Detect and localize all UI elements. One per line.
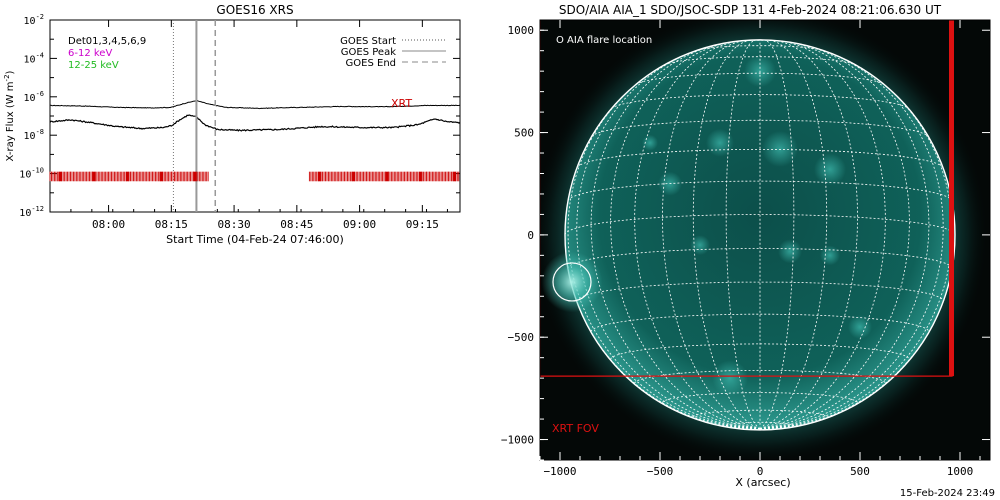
bright-region — [712, 360, 748, 397]
goes-x-axis-label: Start Time (04-Feb-24 07:46:00) — [166, 233, 344, 246]
goes-y-tick-label: 10-10 — [19, 167, 44, 181]
bright-region — [814, 153, 846, 186]
longitude-line — [662, 40, 761, 430]
goes-x-tick-label: 08:30 — [218, 218, 251, 231]
longitude-line — [610, 41, 761, 430]
goes-x-axis: 08:00 08:15 08:30 08:45 09:00 09:15 — [49, 20, 448, 231]
longitude-line — [634, 40, 761, 430]
aia-y-tick-label: −500 — [508, 331, 535, 344]
flare-location-marker — [552, 262, 592, 302]
bright-region — [820, 245, 840, 266]
goes-y-tick-label: 10-6 — [24, 90, 44, 104]
footer-timestamp: 15-Feb-2024 23:49 — [900, 488, 995, 499]
goes-y-tick-label: 10-8 — [24, 128, 44, 142]
goes-y-tick-label: 10-12 — [19, 205, 44, 219]
goes-x-tick-label: 08:00 — [92, 218, 125, 231]
goes-y-tick-label: 10-4 — [24, 51, 44, 65]
bright-region — [642, 134, 658, 151]
xrt-fov-right-edge — [949, 20, 954, 377]
aia-image-title: SDO/AIA AIA_1 SDO/JSOC-SDP 131 4-Feb-202… — [559, 3, 942, 17]
xrt-label: XRT — [391, 97, 412, 110]
longitude-line — [759, 41, 910, 430]
goes-x-tick-label: 08:45 — [280, 218, 313, 231]
latitude-line — [576, 149, 944, 168]
aia-y-tick-label: −1000 — [501, 434, 534, 447]
goes-series-layer — [49, 100, 461, 132]
solar-limb — [564, 39, 956, 431]
aia-x-tick-label: 0 — [757, 465, 764, 478]
longitude-line — [725, 39, 761, 430]
aia-y-tick-label: 0 — [527, 229, 534, 242]
goes-xrs-panel: GOES16 XRS 08:00 08:15 08:30 08:45 09:00 09:1… — [3, 3, 461, 246]
goes-y-axis: 10-12 10-10 10-8 10-6 10-4 10-2 — [19, 13, 460, 219]
aia-x-tick-label: −1000 — [543, 465, 576, 478]
goes-chart-title: GOES16 XRS — [216, 3, 293, 17]
latitude-line — [576, 281, 944, 302]
aia-x-tick-label: 1000 — [947, 465, 974, 478]
longitude-line — [759, 47, 944, 430]
latitude-line — [591, 119, 929, 137]
goes-y-tick-label: 10-2 — [24, 13, 44, 27]
longitude-line — [759, 68, 953, 430]
legend-12-25-kev: 12-25 keV — [68, 60, 119, 71]
latitude-line — [634, 369, 886, 384]
bright-region — [690, 235, 710, 256]
goes-short-channel-line — [49, 114, 461, 132]
bright-region — [762, 130, 798, 167]
longitude-line — [759, 42, 930, 430]
latitude-line — [635, 72, 885, 85]
xrt-fov-label: XRT FOV — [552, 422, 599, 435]
latitude-line — [610, 343, 910, 360]
aia-image-panel: SDO/AIA AIA_1 SDO/JSOC-SDP 131 4-Feb-202… — [501, 3, 991, 489]
aia-x-tick-label: −500 — [647, 465, 674, 478]
aia-y-axis: −1000 −500 0 500 1000 — [501, 24, 990, 461]
bright-region — [778, 239, 802, 264]
aia-x-tick-label: 500 — [850, 465, 870, 478]
aia-x-axis-label: X (arcsec) — [735, 476, 790, 489]
legend-goes-start: GOES Start — [340, 36, 396, 47]
longitude-line — [759, 40, 886, 430]
legend-goes-end: GOES End — [346, 58, 396, 69]
flare-glow — [541, 251, 603, 313]
legend-goes-peak: GOES Peak — [341, 47, 396, 58]
latitude-line — [564, 214, 956, 235]
legend-detectors: Det01,3,4,5,6,9 — [68, 36, 146, 47]
aia-plot-frame — [539, 19, 991, 461]
legend-6-12-kev: 6-12 keV — [68, 48, 112, 59]
goes-y-axis-label: X-ray Flux (W m-2) — [3, 70, 16, 161]
aia-y-tick-label: 500 — [514, 127, 534, 140]
longitude-line — [759, 40, 858, 430]
aia-y-tick-label: 1000 — [508, 24, 535, 37]
longitude-line — [590, 42, 761, 430]
goes-x-tick-label: 08:15 — [155, 218, 188, 231]
goes-x-tick-label: 09:15 — [406, 218, 439, 231]
aia-x-axis: −1000 −500 0 500 1000 — [539, 20, 981, 478]
goes-long-channel-line — [50, 100, 461, 110]
flare-location-legend: O AIA flare location — [556, 35, 652, 46]
goes-x-tick-label: 09:00 — [343, 218, 376, 231]
active-regions — [642, 55, 872, 397]
longitude-line — [567, 68, 761, 430]
latitude-line — [696, 45, 824, 51]
longitude-line — [759, 39, 795, 430]
bright-region — [848, 314, 872, 339]
xrt-coverage-ticks — [49, 171, 460, 182]
